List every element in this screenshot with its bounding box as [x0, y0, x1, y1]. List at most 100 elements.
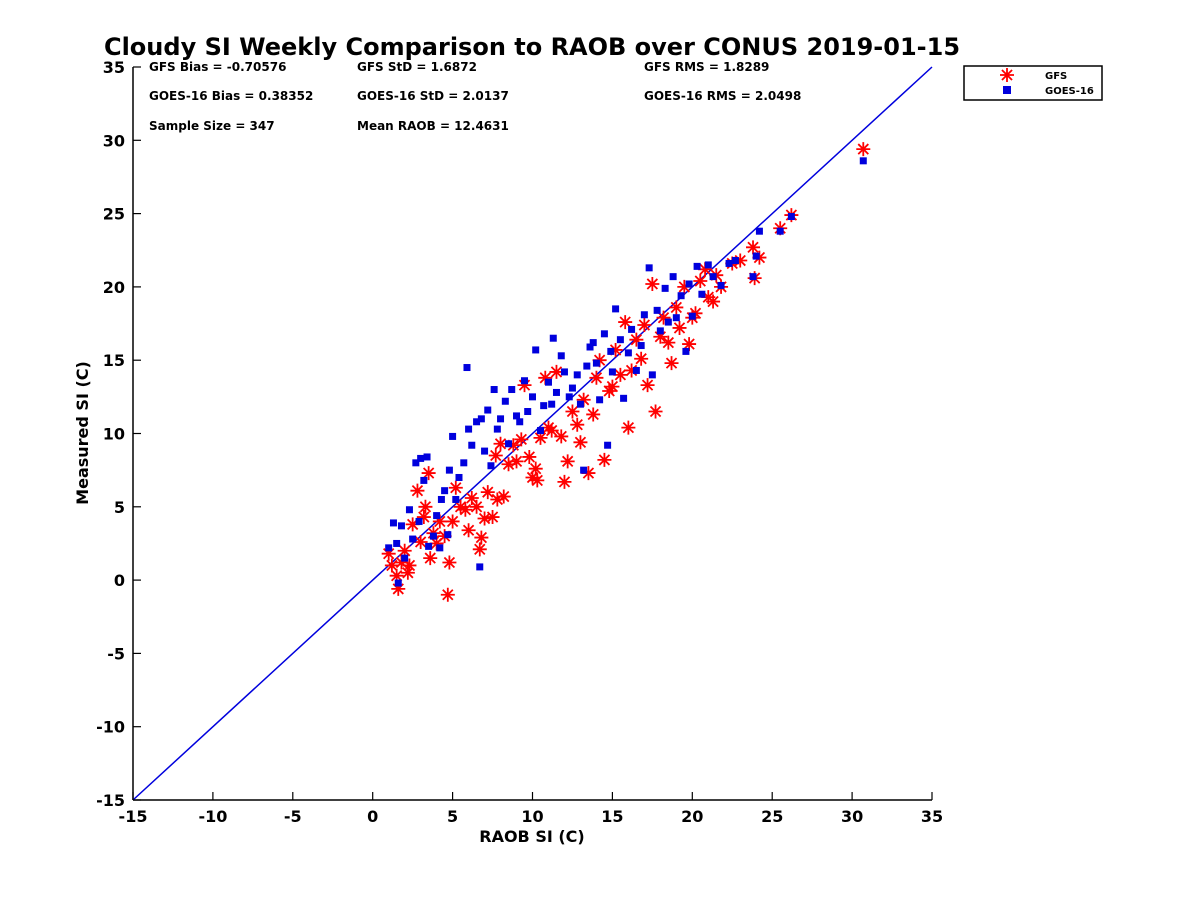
gfs-point [669, 300, 684, 315]
gfs-point [506, 438, 521, 453]
gfs-point [394, 555, 409, 570]
gfs-point [496, 489, 511, 504]
gfs-point [661, 335, 676, 350]
gfs-point-shape [429, 536, 444, 551]
stat-annotation: GOES-16 Bias = 0.38352 [149, 89, 313, 103]
goes16-point [487, 462, 495, 470]
gfs-point-shape [440, 587, 455, 602]
y-axis-label: Measured SI (C) [73, 361, 92, 505]
gfs-point-shape [421, 466, 436, 481]
gfs-point [384, 558, 399, 573]
gfs-point-shape [640, 378, 655, 393]
gfs-point-shape [410, 483, 425, 498]
legend-goes16-label: GOES-16 [1045, 86, 1094, 97]
gfs-point [485, 510, 500, 525]
y-tick-label: 30 [103, 131, 125, 150]
x-tick-label: -15 [119, 807, 148, 826]
gfs-point-shape [496, 489, 511, 504]
gfs-point [397, 543, 412, 558]
legend-gfs-asterisk [1000, 68, 1014, 82]
goes16-point [477, 415, 485, 423]
gfs-point [391, 581, 406, 596]
gfs-point [706, 294, 721, 309]
gfs-point [405, 517, 420, 532]
goes16-point [661, 284, 669, 292]
goes16-point [425, 542, 433, 550]
goes16-point [549, 334, 557, 342]
goes16-series [385, 157, 867, 587]
gfs-point [677, 279, 692, 294]
gfs-point [605, 379, 620, 394]
goes16-point [412, 459, 420, 467]
gfs-point-shape [570, 417, 585, 432]
goes16-point [693, 262, 701, 270]
gfs-point [480, 485, 495, 500]
legend-box [963, 65, 1103, 101]
goes16-point [463, 364, 471, 372]
goes16-point [573, 371, 581, 379]
goes16-point [444, 531, 452, 539]
goes16-point [385, 544, 393, 552]
gfs-point [629, 332, 644, 347]
goes16-point [452, 495, 460, 503]
gfs-point [613, 367, 628, 382]
gfs-point [581, 466, 596, 481]
goes16-point [612, 305, 620, 313]
gfs-point [416, 510, 431, 525]
gfs-point-shape [517, 378, 532, 393]
gfs-point-shape [402, 558, 417, 573]
goes16-point [787, 213, 795, 221]
gfs-point-shape [400, 565, 415, 580]
x-tick-label: -10 [198, 807, 227, 826]
x-tick-label: 10 [521, 807, 543, 826]
goes16-point [415, 517, 423, 525]
goes16-point [656, 327, 664, 335]
gfs-point-shape [544, 423, 559, 438]
goes16-point [460, 459, 468, 467]
gfs-point-shape [661, 335, 676, 350]
gfs-point-shape [605, 379, 620, 394]
goes16-point [616, 336, 624, 344]
goes16-point [423, 453, 431, 461]
gfs-point-shape [589, 370, 604, 385]
gfs-point-shape [530, 473, 545, 488]
gfs-point [488, 448, 503, 463]
gfs-point [528, 461, 543, 476]
gfs-point [402, 558, 417, 573]
goes16-point [725, 259, 733, 267]
goes16-point [628, 325, 636, 333]
gfs-point [648, 404, 663, 419]
x-tick-label: -5 [284, 807, 302, 826]
goes16-point [648, 371, 656, 379]
goes16-point [607, 347, 615, 355]
gfs-point [634, 351, 649, 366]
y-axis-ticks: 35 30 25 20 15 10 5 0 -5 -10 -15 [96, 58, 141, 810]
goes16-point [620, 394, 628, 402]
gfs-point-shape [522, 449, 537, 464]
gfs-point [490, 492, 505, 507]
gfs-point-shape [576, 392, 591, 407]
goes16-point [709, 273, 717, 281]
gfs-point-shape [488, 448, 503, 463]
goes16-point [513, 412, 521, 420]
goes16-point [393, 539, 401, 547]
goes16-point [481, 447, 489, 455]
gfs-point-shape [706, 294, 721, 309]
gfs-point [464, 491, 479, 506]
gfs-point [645, 276, 660, 291]
gfs-point [461, 523, 476, 538]
goes16-point [536, 427, 544, 435]
goes16-point [441, 487, 449, 495]
x-tick-label: 15 [601, 807, 623, 826]
gfs-point [423, 551, 438, 566]
goes16-point [476, 563, 484, 571]
x-tick-label: 25 [761, 807, 783, 826]
goes16-point [568, 384, 576, 392]
gfs-point-shape [682, 337, 697, 352]
gfs-point [856, 142, 871, 157]
gfs-point-shape [394, 555, 409, 570]
goes16-point [749, 273, 757, 281]
goes16-point [752, 252, 760, 260]
gfs-point-shape [528, 461, 543, 476]
gfs-point-shape [525, 470, 540, 485]
